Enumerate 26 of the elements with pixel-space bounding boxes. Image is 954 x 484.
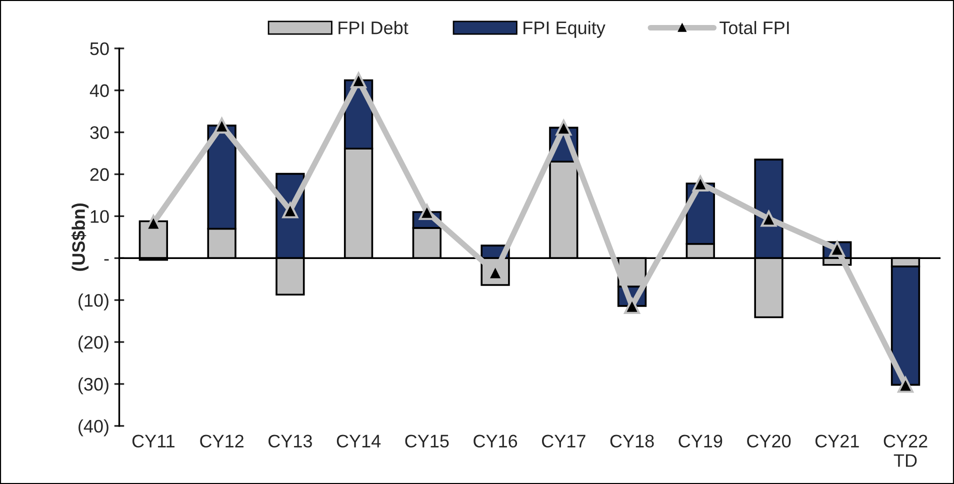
x-tick-label: CY20	[747, 434, 791, 448]
x-tick-label: CY14	[336, 434, 381, 448]
x-tick-label: CY22 TD	[884, 434, 928, 467]
y-tick-label: 40	[90, 84, 109, 98]
x-tick-label: CY13	[268, 434, 312, 448]
legend-label: Total FPI	[720, 20, 789, 34]
x-tick-label: CY12	[200, 434, 244, 448]
y-tick-label: 50	[90, 42, 109, 56]
legend-label: FPI Equity	[524, 20, 606, 38]
x-tick-label: CY11	[132, 434, 174, 448]
y-tick-label: (20)	[78, 335, 108, 352]
x-tick-label: CY15	[405, 434, 449, 448]
x-tick-label: CY18	[610, 434, 654, 448]
y-tick-label: 10	[90, 210, 109, 223]
y-axis-title: (US$bn)	[71, 203, 89, 271]
x-tick-label: CY17	[542, 434, 586, 448]
y-tick-label: 20	[90, 168, 109, 181]
y-tick-label: (30)	[78, 377, 108, 394]
y-tick-label: (40)	[78, 419, 108, 436]
legend-label: FPI Debt	[338, 20, 408, 34]
x-tick-label: CY16	[474, 434, 518, 448]
x-tick-label: CY21	[815, 434, 859, 448]
y-tick-label: (10)	[78, 294, 108, 310]
y-tick-label: -	[104, 259, 109, 261]
x-tick-label: CY19	[678, 434, 722, 448]
y-tick-label: 30	[90, 126, 109, 140]
